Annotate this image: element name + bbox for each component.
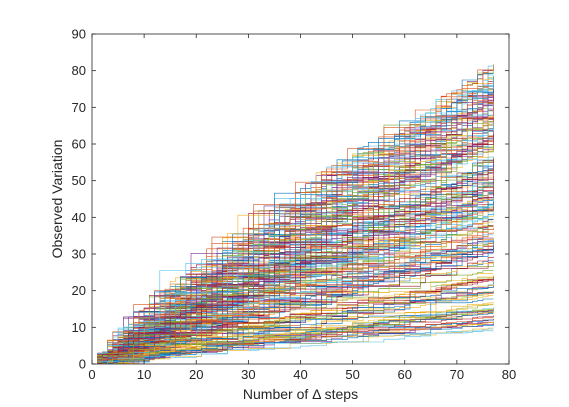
series-line — [97, 281, 494, 364]
series-line — [97, 96, 494, 364]
series-line — [97, 330, 494, 363]
series-line — [97, 70, 494, 364]
y-tick-label: 0 — [79, 357, 86, 372]
series-line — [97, 327, 494, 364]
series-line — [97, 277, 494, 364]
series-line — [97, 156, 494, 362]
y-tick-label: 50 — [72, 173, 86, 188]
x-tick-label: 30 — [241, 367, 255, 382]
series-line — [97, 298, 494, 364]
y-tick-label: 40 — [72, 210, 86, 225]
y-tick-label: 20 — [72, 283, 86, 298]
series-line — [97, 291, 494, 356]
series-line — [97, 123, 494, 364]
series-line — [97, 239, 494, 364]
y-tick-label: 80 — [72, 63, 86, 78]
x-tick-label: 0 — [88, 367, 95, 382]
series-line — [97, 308, 494, 364]
series-line — [97, 279, 494, 356]
series-line — [97, 146, 494, 364]
series-line — [97, 232, 494, 362]
series-line — [97, 317, 494, 364]
x-tick-label: 10 — [137, 367, 151, 382]
axis-ticks: 0 10 20 30 40 50 60 70 80 0 10 20 30 40 50 60 70 80 90 — [72, 27, 517, 383]
series-line — [97, 131, 494, 364]
series-line — [97, 123, 494, 359]
series-line — [97, 134, 494, 360]
series-line — [97, 160, 494, 364]
series-line — [97, 170, 494, 358]
series-line — [97, 73, 494, 364]
series-line — [97, 319, 494, 362]
y-tick-label: 10 — [72, 320, 86, 335]
x-tick-label: 70 — [450, 367, 464, 382]
y-tick-label: 60 — [72, 137, 86, 152]
x-tick-label: 40 — [293, 367, 307, 382]
y-tick-label: 30 — [72, 247, 86, 262]
series-layer — [97, 64, 494, 364]
x-tick-label: 50 — [345, 367, 359, 382]
y-tick-label: 90 — [72, 27, 86, 42]
series-line — [97, 322, 494, 360]
series-line — [97, 194, 494, 360]
x-tick-label: 60 — [398, 367, 412, 382]
y-axis-label: Observed Variation — [49, 140, 65, 259]
series-line — [97, 75, 494, 355]
series-line — [97, 105, 494, 364]
series-line — [97, 302, 494, 364]
x-tick-label: 80 — [502, 367, 516, 382]
y-tick-label: 70 — [72, 100, 86, 115]
series-line — [97, 137, 494, 364]
series-line — [97, 115, 494, 362]
x-axis-label: Number of Δ steps — [243, 386, 358, 402]
series-line — [97, 310, 494, 364]
x-tick-label: 20 — [189, 367, 203, 382]
series-line — [97, 275, 494, 364]
